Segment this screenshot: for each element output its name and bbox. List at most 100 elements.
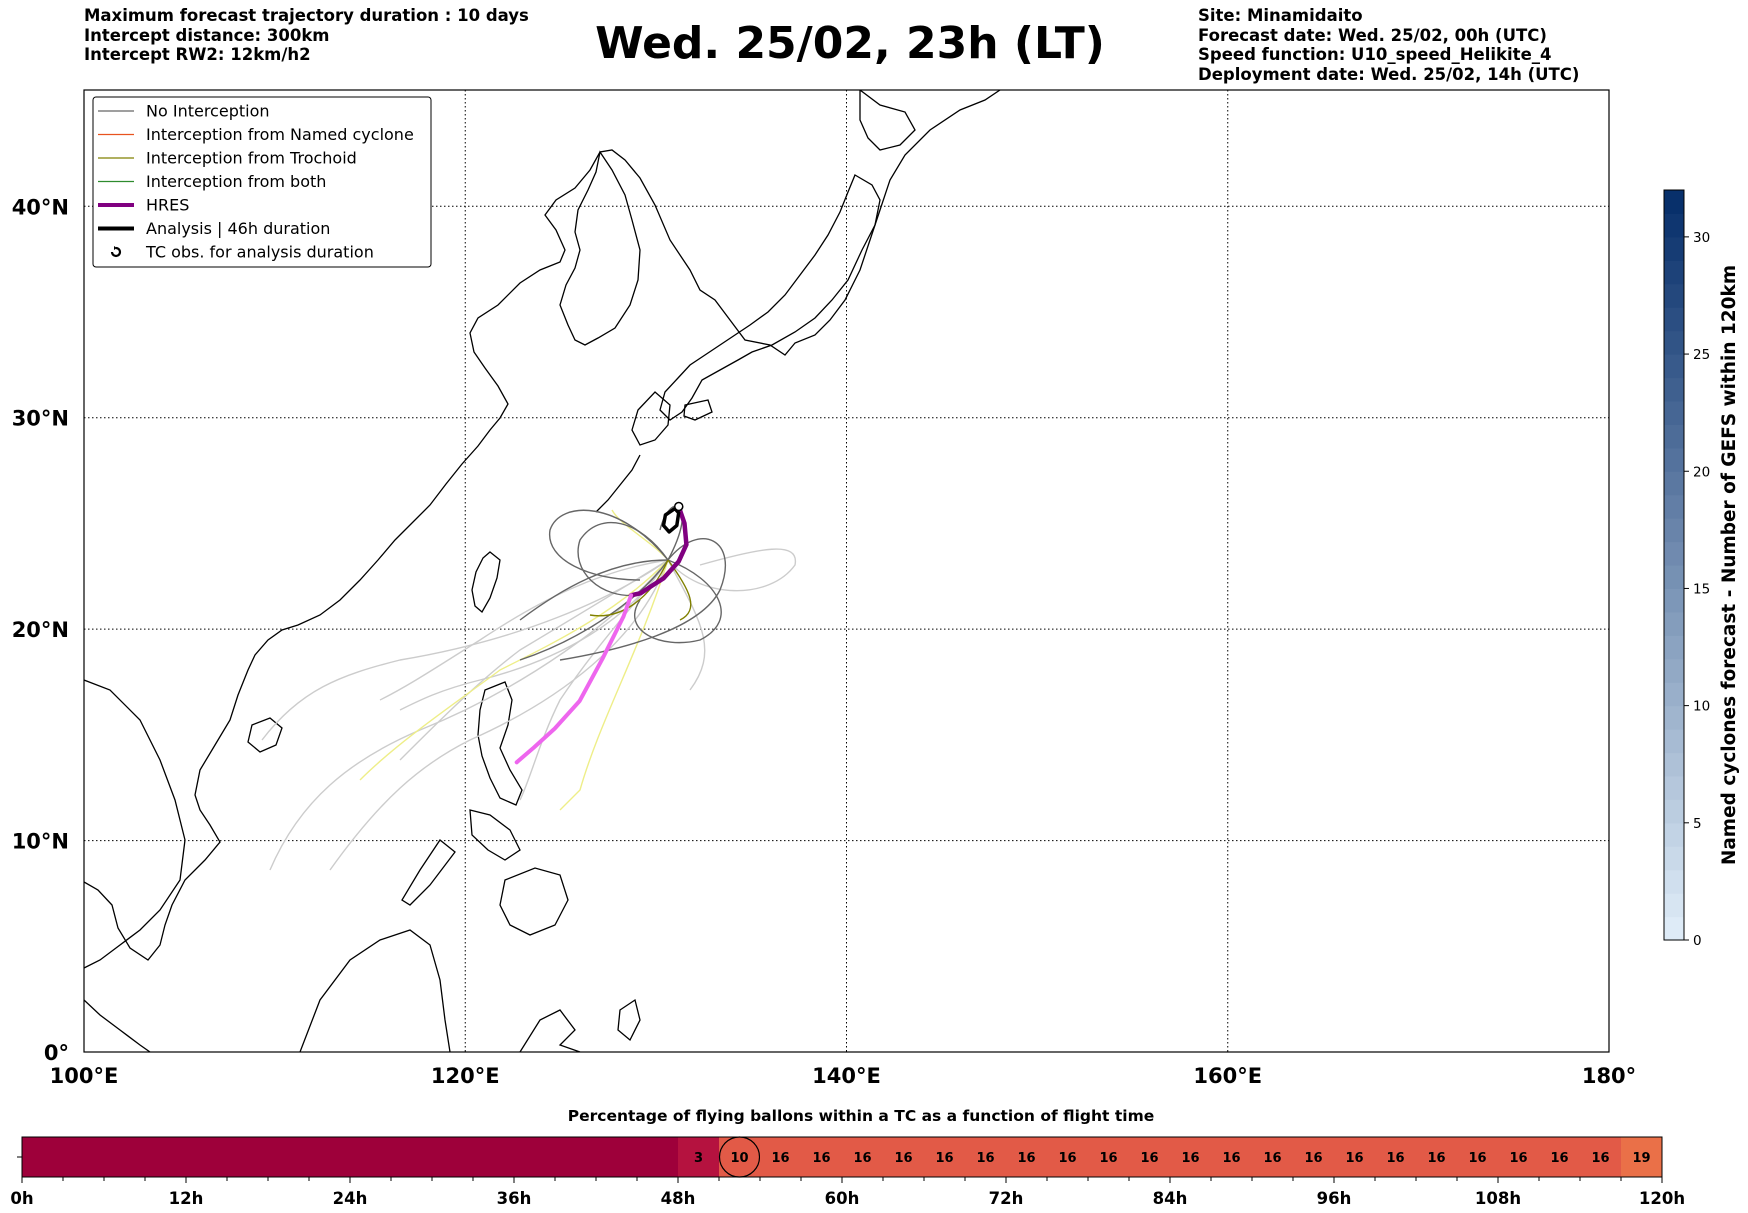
colorbar-segment xyxy=(1664,752,1684,777)
site-text: Site: Minamidaito xyxy=(1198,6,1363,25)
site-marker xyxy=(674,501,684,512)
taiwan-coast xyxy=(471,551,501,614)
lat-tick-label: 40°N xyxy=(12,195,69,219)
kyushu-coast xyxy=(631,391,671,446)
timeline-cell-label: 16 xyxy=(894,1151,912,1166)
colorbar-segment xyxy=(1664,588,1684,613)
colorbar-segment xyxy=(1664,236,1684,261)
timeline-tick-label: 84h xyxy=(1153,1189,1188,1208)
analysis-track xyxy=(661,507,681,534)
colorbar-segment xyxy=(1664,916,1684,941)
luzon-coast xyxy=(477,681,523,806)
hres-track-late xyxy=(514,593,634,765)
timeline-cell-label: 16 xyxy=(1181,1151,1199,1166)
timeline-tick-label: 96h xyxy=(1317,1189,1352,1208)
legend-label: Interception from Trochoid xyxy=(146,149,357,168)
lat-tick-label: 10°N xyxy=(12,830,69,854)
timeline-cell xyxy=(842,1137,884,1177)
yellow-track xyxy=(559,559,669,811)
timeline-cell xyxy=(883,1137,925,1177)
colorbar-tick-label: 5 xyxy=(1693,816,1702,832)
timeline-cell xyxy=(801,1137,843,1177)
legend-label: Interception from Named cyclone xyxy=(146,125,414,144)
timeline-empty-span xyxy=(22,1137,678,1177)
colorbar-segment xyxy=(1664,799,1684,824)
colorbar-tick-label: 0 xyxy=(1693,933,1702,949)
ryukyu-islands xyxy=(595,454,641,513)
colorbar-tick-label: 20 xyxy=(1693,464,1710,480)
no-interception-track xyxy=(577,521,669,597)
timeline-bar: Percentage of flying ballons within a TC… xyxy=(10,1107,1685,1208)
timeline-cell xyxy=(1252,1137,1294,1177)
colorbar-segment xyxy=(1664,377,1684,402)
light-track xyxy=(399,559,669,761)
light-track xyxy=(667,559,706,691)
colorbar-segment xyxy=(1664,283,1684,308)
timeline-cell-label: 16 xyxy=(1099,1151,1117,1166)
timeline-cell xyxy=(965,1137,1007,1177)
lon-tick-label: 100°E xyxy=(50,1064,119,1088)
map-panel: 100°E 120°E 140°E 160°E 180° 0° 10°N 20°N 30°N 4… xyxy=(12,89,1637,1088)
lon-tick-labels: 100°E 120°E 140°E 160°E 180° xyxy=(50,1064,1637,1088)
yellow-track xyxy=(359,559,669,781)
timeline-ticks: 0h 12h 24h 36h 48h 60h 72h 84h 96h 108h 120h xyxy=(10,1177,1685,1208)
lon-tick-label: 180° xyxy=(1582,1064,1636,1088)
timeline-tick-label: 36h xyxy=(497,1189,532,1208)
colorbar-segment xyxy=(1664,471,1684,496)
lat-tick-label: 20°N xyxy=(12,618,69,642)
colorbar-segment xyxy=(1664,518,1684,543)
lat-tick-label: 0° xyxy=(44,1041,69,1065)
colorbar-segment xyxy=(1664,541,1684,566)
timeline-cell-label: 16 xyxy=(1468,1151,1486,1166)
lon-tick-label: 140°E xyxy=(812,1064,881,1088)
timeline-cell-label: 16 xyxy=(1222,1151,1240,1166)
colorbar-segments xyxy=(1664,190,1684,941)
lat-tick-label: 30°N xyxy=(12,407,69,431)
timeline-cell xyxy=(924,1137,966,1177)
halmahera-coast xyxy=(617,998,641,1042)
japan-coast xyxy=(659,174,881,421)
timeline-cell xyxy=(719,1137,761,1177)
colorbar-segment xyxy=(1664,307,1684,332)
colorbar-segment xyxy=(1664,635,1684,660)
timeline-cell xyxy=(760,1137,802,1177)
mindanao-coast xyxy=(499,867,569,936)
timeline-cell-label: 19 xyxy=(1632,1151,1650,1166)
max-duration-text: Maximum forecast trajectory duration : 1… xyxy=(84,6,529,25)
timeline-cell xyxy=(1580,1137,1622,1177)
korea-coast xyxy=(559,150,641,346)
timeline-cell xyxy=(1416,1137,1458,1177)
colorbar-frame xyxy=(1663,189,1685,941)
timeline-cell-label: 16 xyxy=(812,1151,830,1166)
timeline-cell-label: 16 xyxy=(1591,1151,1609,1166)
visayas-coast xyxy=(469,809,521,861)
no-interception-track xyxy=(559,538,726,661)
map-frame xyxy=(83,89,1610,1053)
legend-label: Interception from both xyxy=(146,172,326,191)
trochoid-track xyxy=(589,559,669,617)
colorbar-segment xyxy=(1664,494,1684,519)
legend-box xyxy=(92,96,432,268)
timeline-cell xyxy=(1457,1137,1499,1177)
timeline-cell xyxy=(1539,1137,1581,1177)
timeline-tick-label: 0h xyxy=(10,1189,33,1208)
no-interception-track xyxy=(519,559,669,661)
colorbar-segment xyxy=(1664,658,1684,683)
timeline-cell-label: 16 xyxy=(1017,1151,1035,1166)
lon-tick-label: 120°E xyxy=(431,1064,500,1088)
timeline-cell-label: 16 xyxy=(1386,1151,1404,1166)
colorbar-segment xyxy=(1664,846,1684,871)
light-track xyxy=(329,559,669,871)
colorbar-segment xyxy=(1664,354,1684,379)
timeline-cell-label: 10 xyxy=(730,1151,748,1166)
timeline-title: Percentage of flying ballons within a TC… xyxy=(568,1107,1155,1125)
colorbar-segment xyxy=(1664,400,1684,425)
header-left: Maximum forecast trajectory duration : 1… xyxy=(84,6,529,65)
deployment-date-text: Deployment date: Wed. 25/02, 14h (UTC) xyxy=(1198,64,1580,84)
colorbar-tick-label: 25 xyxy=(1693,347,1710,363)
colorbar-segment xyxy=(1664,424,1684,449)
timeline-tick-label: 72h xyxy=(989,1189,1024,1208)
sulawesi-coast xyxy=(519,1009,581,1052)
timeline-cell xyxy=(1621,1137,1663,1177)
legend-marker-arrow xyxy=(114,246,117,250)
